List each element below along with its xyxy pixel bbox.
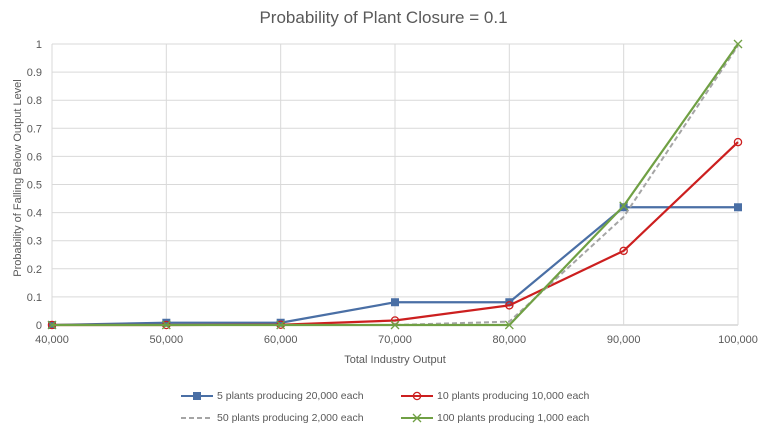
chart-title: Probability of Plant Closure = 0.1 [259, 8, 508, 27]
x-marker-icon [412, 413, 422, 423]
y-tick-label: 0.5 [27, 180, 42, 192]
y-tick-label: 0.6 [27, 151, 42, 163]
y-tick-label: 0.9 [27, 67, 42, 79]
legend-swatch-icon [181, 417, 213, 420]
x-tick-label: 70,000 [378, 334, 412, 346]
x-tick-label: 90,000 [607, 334, 641, 346]
y-tick-label: 0.3 [27, 236, 42, 248]
x-marker-icon [390, 320, 400, 330]
square-marker-icon [193, 392, 201, 401]
legend-item: 10 plants producing 10,000 each [400, 388, 589, 404]
legend-item: 100 plants producing 1,000 each [400, 410, 589, 426]
y-tick-label: 0.7 [27, 123, 42, 135]
legend-item: 5 plants producing 20,000 each [180, 388, 364, 404]
x-marker-icon [619, 201, 629, 211]
x-marker-icon [504, 320, 514, 330]
x-axis-title: Total Industry Output [344, 354, 446, 366]
x-tick-label: 80,000 [493, 334, 527, 346]
y-tick-label: 0.4 [27, 208, 42, 220]
x-tick-label: 50,000 [150, 334, 184, 346]
circle-marker-icon [505, 301, 514, 310]
y-axis-title: Probability of Falling Below Output Leve… [12, 79, 24, 277]
legend-item: 50 plants producing 2,000 each [180, 410, 364, 426]
circle-marker-icon [619, 246, 628, 256]
square-marker-icon [734, 203, 742, 212]
circle-marker-icon [733, 137, 743, 147]
y-tick-label: 0.8 [27, 95, 42, 107]
x-tick-label: 60,000 [264, 334, 298, 346]
series-line [47, 39, 743, 330]
legend-label: 100 plants producing 1,000 each [437, 412, 590, 424]
y-tick-label: 0 [36, 320, 42, 332]
x-tick-label: 100,000 [718, 334, 758, 346]
legend-label: 50 plants producing 2,000 each [217, 412, 364, 424]
legend-swatch-icon [401, 413, 433, 423]
circle-marker-icon [412, 391, 422, 401]
y-tick-label: 1 [36, 39, 42, 51]
x-marker-icon [276, 320, 286, 330]
square-marker-icon [276, 318, 285, 327]
square-marker-icon [391, 298, 399, 307]
y-tick-label: 0.1 [27, 292, 42, 304]
legend-swatch-icon [401, 391, 433, 401]
x-marker-icon [161, 320, 171, 330]
legend-swatch-icon [181, 392, 213, 401]
x-marker-icon [47, 320, 57, 330]
y-tick-label: 0.2 [27, 264, 42, 276]
x-tick-label: 40,000 [35, 334, 69, 346]
legend-label: 5 plants producing 20,000 each [217, 390, 364, 402]
x-marker-icon [733, 39, 743, 49]
legend-label: 10 plants producing 10,000 each [437, 390, 590, 402]
square-marker-icon [162, 318, 171, 327]
